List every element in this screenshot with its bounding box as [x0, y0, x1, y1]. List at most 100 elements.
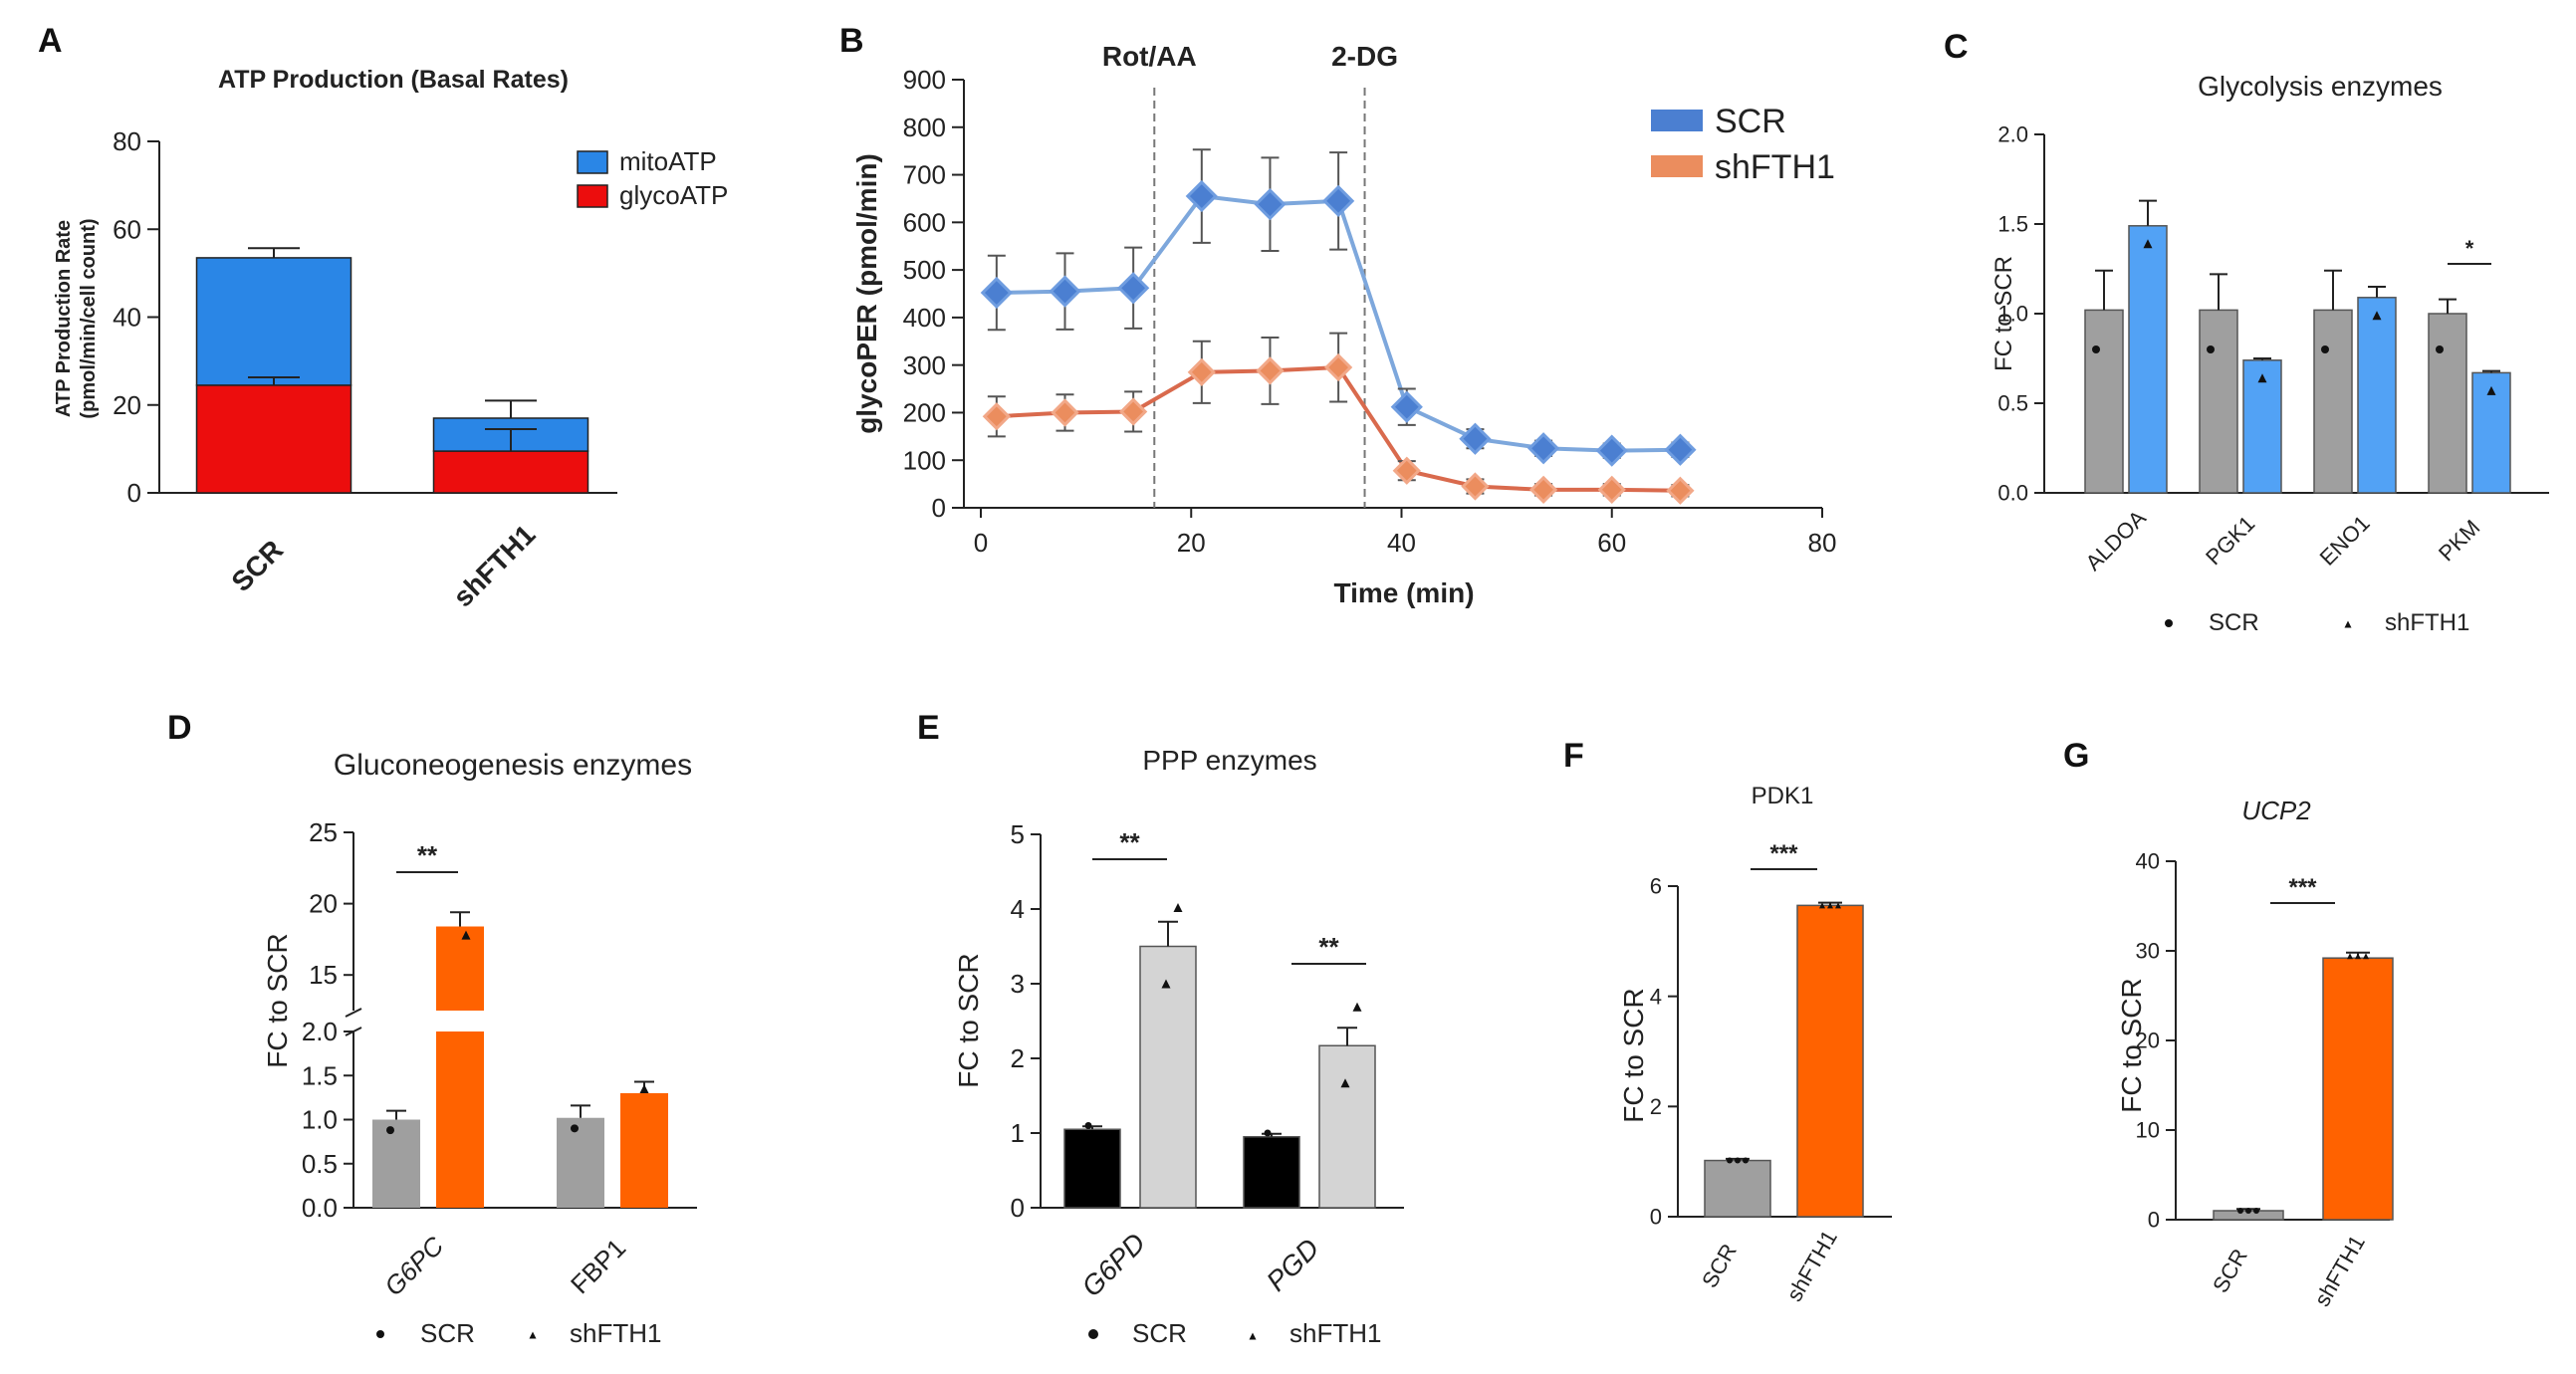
panel-b-x-tick-label: 40 [1387, 528, 1416, 558]
panel-e-significance-2-label: ** [1318, 932, 1339, 962]
panel-f-significance-label: *** [1769, 840, 1798, 867]
panel-c-y-tick-label: 1.5 [1997, 212, 2028, 237]
panel-c-point [2486, 385, 2496, 395]
panel-e-point [1264, 1129, 1272, 1137]
panel-letter-C: C [1944, 28, 1969, 66]
panel-c-point [2143, 239, 2153, 249]
panel-b-y-tick-label: 100 [903, 445, 946, 475]
panel-d-bar-shFTH1-upper [436, 926, 484, 1011]
panel-c-bar-SCR [2428, 313, 2467, 494]
panel-b-marker-shFTH1 [1392, 456, 1421, 485]
panel-e-point [1084, 1122, 1092, 1129]
panel-e-point [1352, 1002, 1362, 1012]
panel-e-xtick-label: PGD [1261, 1233, 1325, 1297]
panel-e-legend-sh: shFTH1 [1289, 1318, 1381, 1348]
panel-f-point [1735, 1157, 1741, 1164]
panel-e-legend-scr: SCR [1132, 1318, 1187, 1348]
panel-c-legend-scr: SCR [2209, 609, 2259, 636]
panel-a-legend-glyco: glycoATP [619, 180, 728, 210]
panel-c-y-tick-label: 1.0 [1997, 302, 2028, 327]
panel-d-bar-SCR [372, 1119, 420, 1208]
panel-d-ylabel: FC to SCR [262, 933, 293, 1067]
panel-f-bar-shFTH1 [1796, 904, 1864, 1218]
panel-b-y-tick-label: 200 [903, 398, 946, 428]
panel-b-marker-shFTH1 [1324, 352, 1353, 382]
panel-c-legend-sh-marker [2344, 620, 2352, 628]
panel-e-bar-SCR [1063, 1128, 1121, 1209]
panel-g-point [2363, 953, 2369, 960]
panel-e-point [1340, 1078, 1350, 1088]
panel-c-y-tick-label: 0.0 [1997, 481, 2028, 506]
panel-a-bar-mitoATP [195, 257, 352, 386]
panel-c-xtick-label: ENO1 [2315, 511, 2375, 571]
panel-a-bar-glycoATP [195, 384, 352, 494]
panel-f-point [1727, 1157, 1733, 1164]
panel-letter-D: D [167, 709, 192, 747]
panel-d-bar-shFTH1 [620, 1092, 668, 1208]
panel-g-xtick-label: SCR [2208, 1245, 2252, 1297]
panel-letter-B: B [839, 22, 864, 60]
panel-d-legend-sh: shFTH1 [570, 1318, 661, 1348]
panel-d-axis-break [345, 1008, 362, 1018]
panel-b-y-tick-label: 500 [903, 255, 946, 285]
panel-b-legend-scr: SCR [1715, 103, 1786, 140]
panel-g-point [2245, 1208, 2251, 1214]
panel-a-title: ATP Production (Basal Rates) [218, 66, 569, 94]
panel-letter-G: G [2063, 737, 2089, 775]
panel-b-marker-SCR [1117, 272, 1150, 305]
panel-b-marker-SCR [1595, 434, 1628, 467]
panel-a-legend-mito-swatch [577, 150, 608, 174]
panel-g-y-tick-label: 40 [2136, 849, 2160, 874]
panel-f-y-tick-label: 0 [1650, 1205, 1662, 1230]
panel-b-marker-SCR [1322, 184, 1355, 217]
panel-c-bar-shFTH1 [2128, 225, 2168, 494]
panel-a-y-tick-label: 40 [113, 303, 141, 333]
panel-b-marker-SCR [980, 276, 1013, 310]
panel-g-significance-label: *** [2288, 874, 2317, 901]
panel-a-bar-glycoATP [432, 450, 589, 494]
panel-f-point [1819, 902, 1825, 909]
panel-e-title: PPP enzymes [1142, 745, 1316, 776]
panel-b-marker-shFTH1 [1051, 398, 1079, 427]
panel-g-point [2355, 953, 2361, 960]
panel-d-xtick-label: FBP1 [565, 1233, 631, 1299]
panel-b-injection-label: Rot/AA [1102, 41, 1197, 72]
panel-d-bar-shFTH1-lower [436, 1031, 484, 1208]
panel-b-y-tick-label: 700 [903, 160, 946, 190]
panel-d-y-lower-tick-label: 0.5 [302, 1149, 338, 1179]
panel-b-ylabel: glycoPER (pmol/min) [851, 153, 882, 434]
panel-b-legend-scr-swatch [1651, 110, 1703, 131]
panel-f-point [1827, 902, 1833, 909]
panel-a-ylabel: ATP Production Rate [53, 220, 75, 417]
panel-b-marker-shFTH1 [1666, 476, 1695, 505]
panel-letter-E: E [917, 709, 940, 747]
panel-g-y-tick-label: 0 [2148, 1208, 2160, 1233]
panel-d-legend-scr-marker [376, 1330, 384, 1338]
panel-g-point [2347, 953, 2353, 960]
panel-c-point [2372, 311, 2382, 321]
panel-e-significance-1-label: ** [1119, 827, 1140, 857]
panel-a-y-tick-label: 0 [127, 478, 141, 508]
panel-b-marker-SCR [1526, 432, 1560, 465]
panel-d-y-lower-tick-label: 2.0 [302, 1017, 338, 1046]
panel-c-bar-SCR [2199, 309, 2238, 494]
panel-e-y-tick-label: 5 [1011, 819, 1025, 849]
panel-a-legend-mito: mitoATP [619, 146, 717, 176]
panel-d-y-lower-tick-label: 1.5 [302, 1060, 338, 1090]
panel-b-marker-SCR [1459, 422, 1492, 455]
panel-c-y-tick-label: 0.5 [1997, 391, 2028, 416]
panel-g-y-tick-label: 20 [2136, 1029, 2160, 1053]
panel-c-ylabel: FC to SCR [1991, 256, 2017, 371]
panel-f-xtick-label: shFTH1 [1781, 1226, 1842, 1305]
panel-c-bar-SCR [2313, 309, 2353, 494]
panel-b-xlabel: Time (min) [1333, 577, 1474, 608]
panel-d-point [571, 1124, 579, 1133]
panel-e-ylabel: FC to SCR [953, 953, 984, 1087]
panel-c-title: Glycolysis enzymes [2198, 71, 2443, 102]
panel-c-bar-shFTH1 [2471, 371, 2511, 494]
panel-a-ylabel-2: (pmol/min/cell count) [78, 218, 100, 418]
panel-b-x-tick-label: 60 [1597, 528, 1626, 558]
panel-d-y-lower-tick-label: 0.0 [302, 1193, 338, 1223]
panel-e-legend-sh-marker [1249, 1332, 1257, 1340]
panel-g-point [2237, 1208, 2243, 1214]
